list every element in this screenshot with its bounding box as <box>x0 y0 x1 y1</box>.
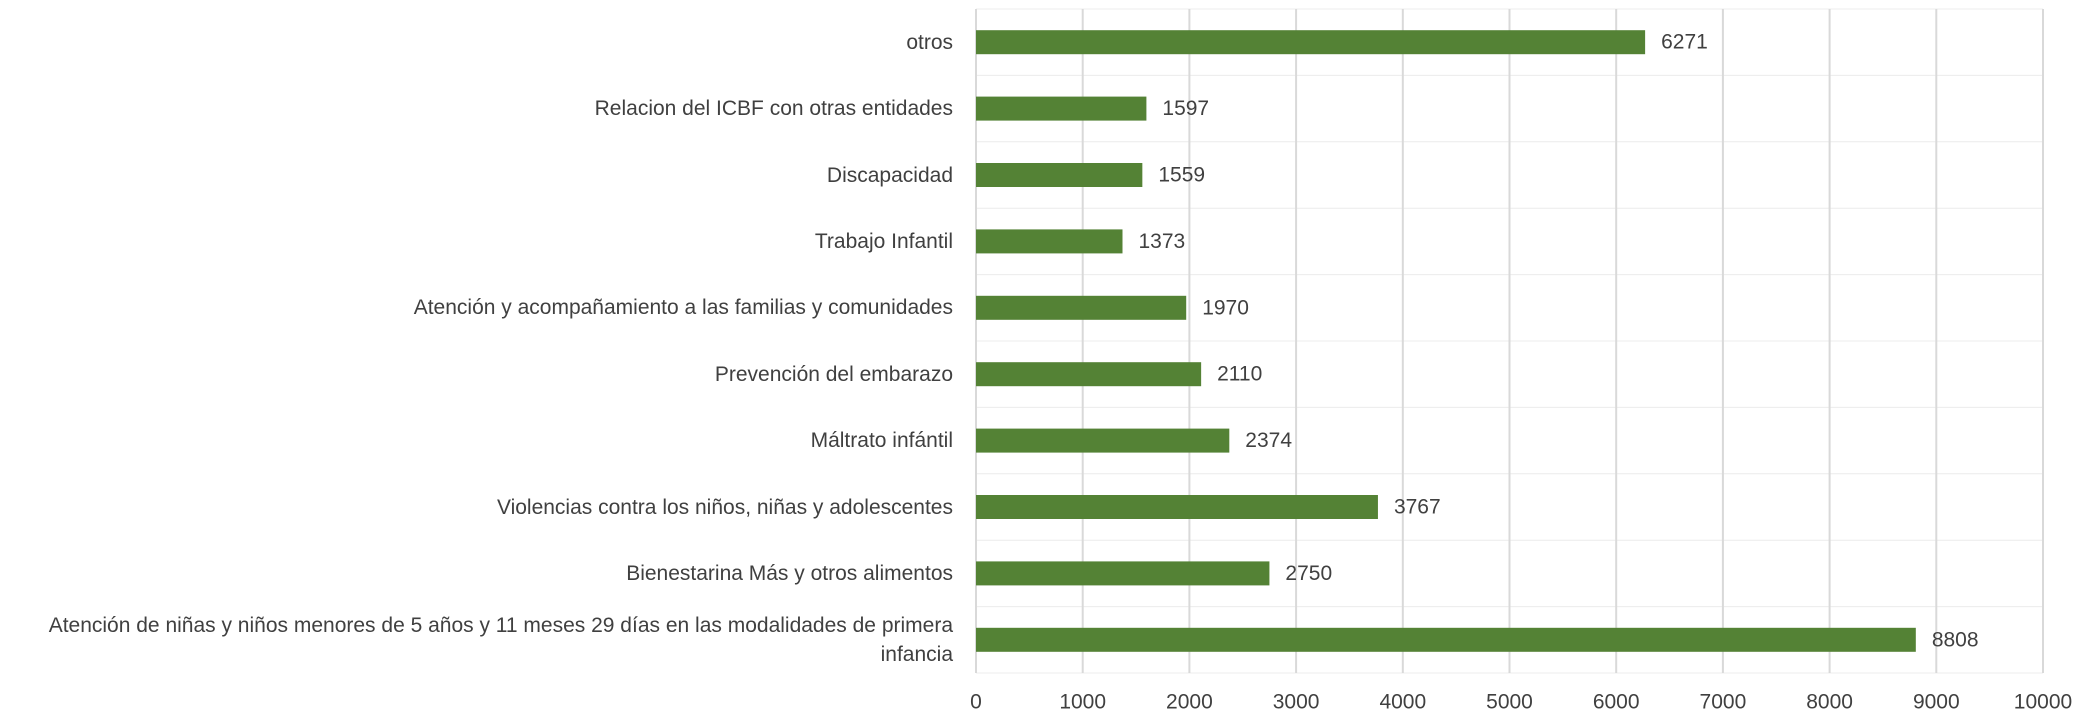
data-label: 6271 <box>1661 31 1708 54</box>
y-tick-label: Atención de niñas y niños menores de 5 a… <box>48 613 953 666</box>
x-tick-label: 0 <box>970 691 982 714</box>
x-tick-label: 1000 <box>1059 691 1106 714</box>
bar <box>976 428 1230 453</box>
y-tick-label: Violencias contra los niños, niñas y ado… <box>496 495 953 519</box>
y-tick-label: Bienestarina Más y otros alimentos <box>626 561 953 585</box>
x-tick-label: 2000 <box>1166 691 1213 714</box>
bar <box>976 30 1646 55</box>
y-tick-label: Prevención del embarazo <box>714 362 953 386</box>
bar <box>976 229 1123 254</box>
bar <box>976 96 1147 121</box>
x-tick-label: 5000 <box>1486 691 1533 714</box>
x-tick-label: 9000 <box>1913 691 1960 714</box>
data-label: 1597 <box>1162 97 1209 120</box>
y-tick-label: Trabajo Infantil <box>814 229 953 253</box>
bar <box>976 362 1202 387</box>
bar <box>976 627 1916 652</box>
y-tick-label: Máltrato infántil <box>810 429 953 453</box>
y-tick-label: Relacion del ICBF con otras entidades <box>594 97 953 121</box>
x-tick-label: 6000 <box>1593 691 1640 714</box>
x-tick-label: 4000 <box>1379 691 1426 714</box>
data-label: 3767 <box>1394 496 1441 519</box>
data-label: 2750 <box>1285 562 1332 585</box>
y-tick-label: Atención y acompañamiento a las familias… <box>413 296 953 320</box>
data-label: 1970 <box>1202 296 1249 319</box>
y-tick-label: otros <box>906 30 953 54</box>
data-label: 8808 <box>1932 628 1979 651</box>
data-label: 1373 <box>1138 230 1185 253</box>
x-tick-label: 10000 <box>2014 691 2072 714</box>
data-label: 2110 <box>1217 363 1262 386</box>
x-tick-label: 7000 <box>1700 691 1747 714</box>
bar <box>976 495 1378 519</box>
bar <box>976 295 1187 320</box>
x-tick-label: 3000 <box>1273 691 1320 714</box>
bar <box>976 163 1143 187</box>
bar <box>976 561 1270 586</box>
x-tick-label: 8000 <box>1806 691 1853 714</box>
y-tick-label: Discapacidad <box>826 163 953 187</box>
data-label: 1559 <box>1158 164 1205 187</box>
data-label: 2374 <box>1245 429 1292 452</box>
